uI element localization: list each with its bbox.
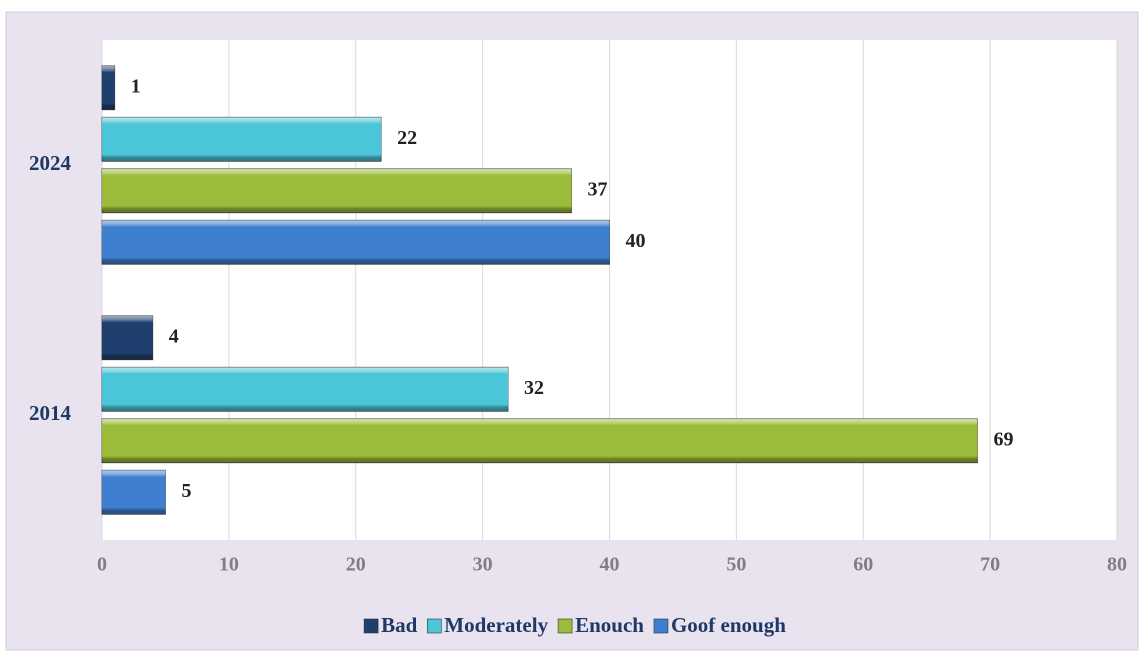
- bar: [101, 65, 116, 111]
- legend-swatch: [426, 618, 442, 634]
- x-tick-label: 50: [726, 554, 746, 576]
- y-tick-label: 2014: [29, 401, 72, 425]
- legend-label: Moderately: [444, 613, 548, 637]
- x-tick-label: 60: [853, 554, 873, 576]
- data-label: 40: [626, 230, 646, 252]
- legend-label: Enouch: [575, 613, 644, 637]
- x-tick-label: 20: [346, 554, 366, 576]
- bar: [101, 469, 166, 515]
- x-tick-label: 30: [473, 554, 493, 576]
- bar: [101, 116, 382, 162]
- data-label: 69: [993, 428, 1013, 450]
- bar: [101, 366, 509, 412]
- x-tick-label: 10: [219, 554, 239, 576]
- bar: [101, 418, 978, 464]
- legend-label: Goof enough: [671, 613, 786, 637]
- x-tick-label: 80: [1107, 554, 1127, 576]
- data-label: 5: [181, 480, 191, 502]
- bar: [101, 315, 154, 361]
- x-tick-label: 0: [97, 554, 107, 576]
- legend-swatch: [653, 618, 669, 634]
- data-label: 1: [131, 75, 141, 97]
- data-label: 22: [397, 127, 417, 149]
- legend-swatch: [363, 618, 379, 634]
- x-tick-label: 70: [980, 554, 1000, 576]
- legend: Bad Moderately Enouch Goof enough: [363, 613, 786, 637]
- legend-label: Bad: [381, 613, 418, 637]
- x-tick-label: 40: [600, 554, 620, 576]
- bar: [101, 168, 572, 214]
- legend-swatch: [557, 618, 573, 634]
- data-label: 37: [587, 178, 607, 200]
- data-label: 32: [524, 377, 544, 399]
- bar: [101, 219, 610, 265]
- data-label: 4: [169, 325, 179, 347]
- y-tick-label: 2024: [29, 151, 72, 175]
